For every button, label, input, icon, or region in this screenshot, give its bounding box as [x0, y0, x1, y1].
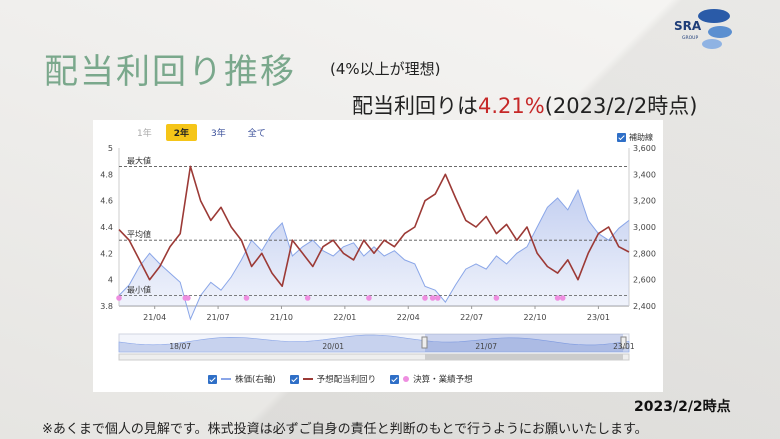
range-selector: 1年 2年 3年 全て — [129, 124, 280, 141]
page-subtitle: (4%以上が理想) — [330, 60, 441, 78]
range-2y-button[interactable]: 2年 — [165, 124, 197, 141]
x-tick-label: 22/04 — [397, 313, 420, 322]
yield-headline: 配当利回りは4.21%(2023/2/2時点) — [352, 90, 697, 120]
legend-events-checkbox[interactable] — [390, 374, 400, 384]
reference-label-min: 最小値 — [127, 284, 151, 294]
price-series — [118, 188, 630, 321]
axis-labels: 3.8 4 4.2 4.4 4.6 4.8 5 2,400 2,600 2,800 3,000 3,2… — [100, 144, 656, 322]
x-tick-label: 22/01 — [333, 313, 356, 322]
headline-value: 4.21% — [478, 94, 545, 118]
legend-events-label: 決算・業績予想 — [413, 375, 473, 385]
legend-yield[interactable]: 予想配当利回り — [289, 373, 377, 385]
disclaimer-text: ※あくまで個人の見解です。株式投資は必ずご自身の責任と判断のもとで行うようにお願… — [42, 422, 648, 437]
x-tick-label: 22/07 — [460, 313, 483, 322]
reference-label-avg: 平均値 — [127, 229, 151, 239]
y-right-tick-label: 3,200 — [633, 197, 656, 206]
headline-suffix: (2023/2/2時点) — [544, 94, 698, 118]
range-navigator[interactable]: 18/07 20/01 21/07 23/01 — [118, 333, 635, 361]
aux-line-toggle[interactable]: 補助線 — [617, 132, 653, 143]
logo-subtext: GROUP — [682, 35, 698, 41]
y-right-tick-label: 2,400 — [633, 302, 656, 311]
event-marker — [243, 295, 250, 301]
y-right-tick-label: 2,600 — [633, 276, 656, 285]
page-title: 配当利回り推移 — [44, 52, 296, 92]
legend-yield-label: 予想配当利回り — [316, 375, 377, 385]
legend-price-label: 株価(右軸) — [235, 375, 276, 385]
range-3y-button[interactable]: 3年 — [211, 129, 226, 139]
event-marker — [554, 295, 561, 301]
y-left-tick-label: 4.6 — [100, 197, 113, 206]
x-tick-label: 21/10 — [270, 313, 293, 322]
event-marker — [559, 295, 566, 301]
aux-line-checkbox[interactable] — [617, 133, 626, 142]
legend-events-swatch — [403, 376, 410, 382]
y-right-tick-label: 3,000 — [633, 223, 656, 232]
x-tick-label: 22/10 — [523, 313, 546, 322]
y-left-tick-label: 4.8 — [100, 170, 113, 179]
legend-events[interactable]: 決算・業績予想 — [390, 373, 473, 385]
event-marker — [185, 295, 191, 301]
navigator-label: 23/01 — [613, 342, 635, 351]
navigator-label: 18/07 — [169, 342, 191, 351]
event-marker — [116, 295, 122, 301]
y-left-tick-label: 3.8 — [100, 302, 113, 311]
y-right-tick-label: 3,600 — [633, 144, 656, 153]
x-tick-label: 23/01 — [587, 313, 610, 322]
logo-text: SRA — [674, 19, 702, 33]
legend-price-checkbox[interactable] — [208, 374, 217, 384]
event-marker — [434, 295, 441, 301]
x-tick-label: 21/04 — [143, 313, 166, 322]
event-marker — [304, 295, 311, 301]
legend-price[interactable]: 株価(右軸) — [208, 373, 276, 385]
navigator-label: 21/07 — [475, 342, 497, 351]
navigator-handle-left — [421, 336, 428, 349]
navigator-handle-right — [620, 336, 627, 349]
event-marker — [366, 295, 372, 301]
as-of-date: 2023/2/2時点 — [634, 399, 731, 415]
aux-line-label: 補助線 — [629, 133, 653, 142]
navigator-scrollbar-thumb — [425, 354, 623, 360]
yield-chart-card: 1年 2年 3年 全て 補助線 最大値平均値最小値 3.8 4 4.2 4.4 4.6 4… — [93, 120, 663, 392]
price-line — [118, 188, 630, 321]
event-markers — [116, 295, 566, 301]
price-area — [119, 190, 629, 320]
range-all-button[interactable]: 全て — [247, 129, 266, 139]
legend-yield-swatch — [302, 378, 313, 380]
chart-legend: 株価(右軸) 予想配当利回り 決算・業績予想 — [208, 373, 473, 385]
legend-yield-checkbox[interactable] — [289, 374, 299, 384]
x-tick-label: 21/07 — [207, 313, 230, 322]
yield-series — [118, 165, 630, 287]
y-right-tick-label: 3,400 — [633, 170, 656, 179]
y-left-tick-label: 5 — [108, 144, 113, 153]
event-marker — [493, 295, 500, 301]
y-left-tick-label: 4.2 — [100, 249, 113, 258]
reference-label-max: 最大値 — [127, 155, 151, 165]
yield-line — [118, 165, 630, 287]
navigator-scrollbar — [118, 353, 630, 361]
y-left-tick-label: 4.4 — [100, 223, 113, 232]
headline-prefix: 配当利回りは — [352, 94, 478, 118]
navigator-series — [118, 334, 630, 353]
event-marker — [422, 295, 428, 301]
navigator-label: 20/01 — [322, 342, 344, 351]
event-marker — [429, 295, 436, 301]
range-1y-button[interactable]: 1年 — [137, 129, 152, 139]
navigator-selection — [425, 334, 623, 352]
company-logo: SRA GROUP — [670, 4, 736, 54]
y-right-tick-label: 2,800 — [633, 249, 656, 258]
legend-price-swatch — [221, 378, 231, 380]
y-left-tick-label: 4 — [108, 276, 113, 285]
